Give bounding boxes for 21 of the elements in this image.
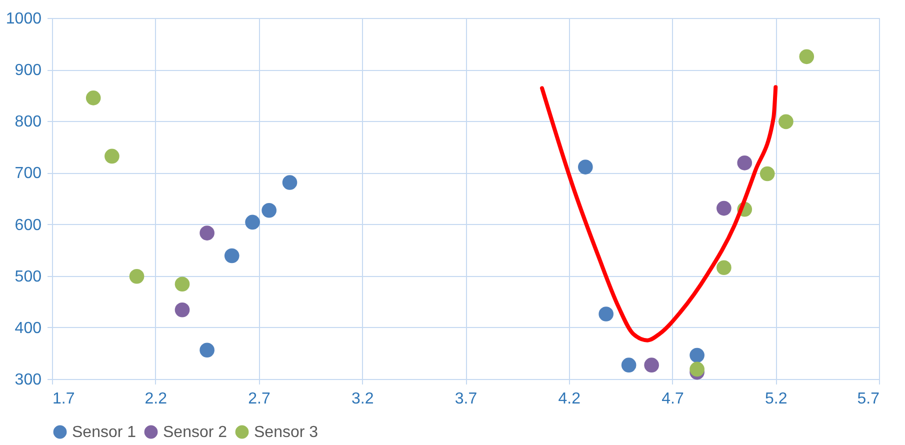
legend-label: Sensor 1 — [72, 424, 136, 441]
y-tick-label: 600 — [14, 216, 42, 234]
x-tick-label: 3.2 — [352, 390, 374, 408]
y-tick-label: 300 — [14, 372, 42, 388]
x-tick-label: 5.2 — [765, 390, 788, 408]
y-tick-label: 1000 — [6, 10, 42, 28]
x-tick-label: 5.7 — [857, 390, 880, 408]
y-tick-label: 900 — [14, 62, 42, 80]
line-series — [540, 85, 778, 342]
x-tick-label: 4.2 — [558, 390, 581, 408]
y-tick-label: 500 — [14, 268, 42, 286]
x-tick-label: 1.7 — [52, 390, 75, 408]
x-tick-label: 2.7 — [248, 390, 270, 408]
y-tick-label: 700 — [14, 165, 42, 182]
x-tick-label: 2.2 — [144, 390, 168, 408]
x-tick-label: 3.7 — [454, 390, 478, 408]
x-tick-label: 4.7 — [662, 390, 684, 408]
legend-label: Sensor 3 — [254, 424, 318, 441]
y-tick-label: 800 — [14, 114, 42, 131]
y-tick-label: 400 — [14, 320, 42, 337]
legend-label: Sensor 2 — [163, 424, 228, 441]
